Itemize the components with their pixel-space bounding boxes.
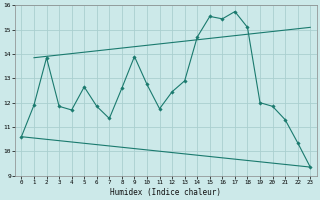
X-axis label: Humidex (Indice chaleur): Humidex (Indice chaleur) [110, 188, 221, 197]
